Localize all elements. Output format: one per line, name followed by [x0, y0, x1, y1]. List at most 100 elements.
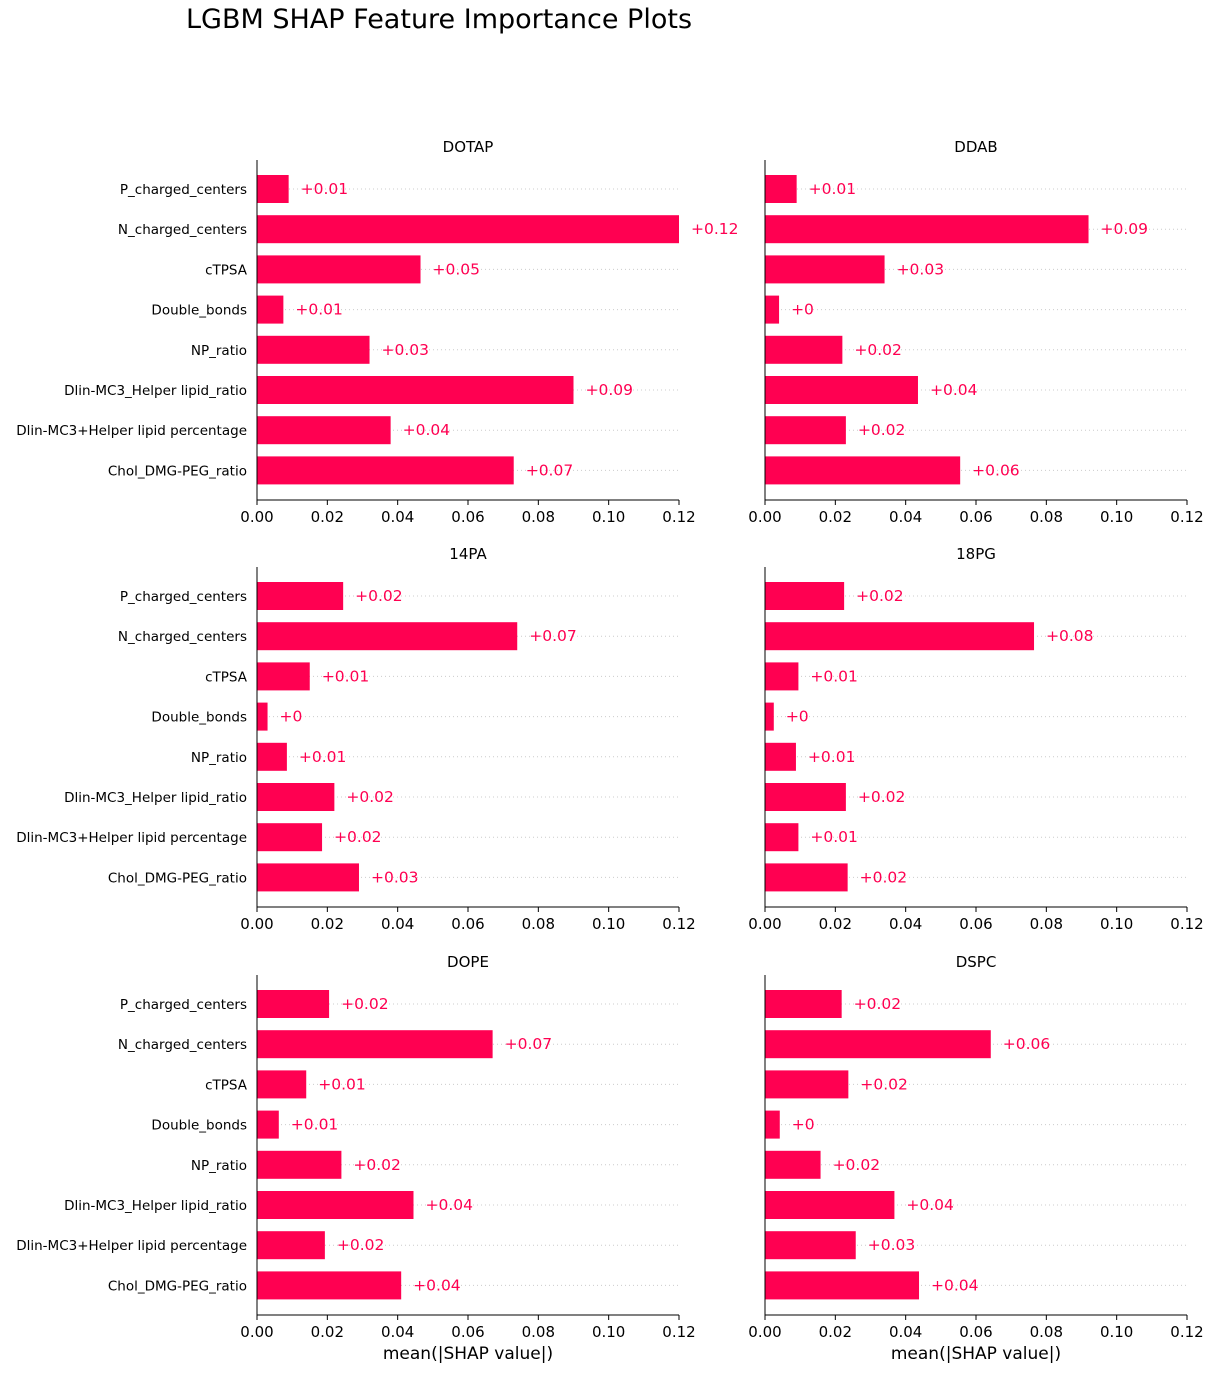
category-label: cTPSA	[205, 1077, 248, 1093]
value-label: +0.01	[299, 748, 347, 766]
x-tick-label: 0.08	[1030, 1323, 1063, 1341]
value-label: +0.02	[341, 995, 389, 1013]
bar	[257, 823, 323, 852]
value-label: +0.05	[433, 260, 481, 278]
value-label: +0.02	[334, 828, 382, 846]
x-tick-label: 0.08	[522, 1323, 555, 1341]
category-label: P_charged_centers	[120, 589, 247, 605]
x-tick-label: 0.00	[748, 1323, 781, 1341]
x-tick-label: 0.00	[748, 508, 781, 526]
x-tick-label: 0.00	[748, 915, 781, 933]
value-label: +0.03	[382, 341, 430, 359]
bar	[765, 742, 796, 771]
value-label: +0.09	[1101, 220, 1149, 238]
x-tick-label: 0.00	[240, 915, 273, 933]
x-tick-label: 0.12	[662, 1323, 695, 1341]
bar	[257, 255, 421, 284]
value-label: +0.01	[291, 1116, 339, 1134]
bar	[765, 1191, 895, 1219]
bar	[257, 863, 359, 892]
x-tick-label: 0.00	[240, 508, 273, 526]
x-tick-label: 0.06	[451, 915, 484, 933]
value-label: +0.02	[346, 788, 394, 806]
bar	[765, 863, 848, 892]
value-label: +0.01	[808, 748, 856, 766]
x-tick-label: 0.10	[592, 508, 625, 526]
bar	[765, 823, 799, 852]
bar	[765, 295, 780, 324]
value-label: +0.02	[337, 1236, 385, 1254]
category-label: Dlin-MC3+Helper lipid percentage	[16, 423, 247, 439]
x-tick-label: 0.04	[889, 915, 922, 933]
bar	[257, 662, 310, 691]
value-label: +0.07	[505, 1035, 553, 1053]
category-label: Double_bonds	[151, 303, 247, 319]
value-label: +0.07	[526, 461, 574, 479]
value-label: +0.02	[858, 788, 906, 806]
category-label: N_charged_centers	[118, 1037, 247, 1053]
category-label: NP_ratio	[191, 1158, 247, 1174]
category-label: NP_ratio	[191, 343, 247, 359]
value-label: +0.04	[930, 381, 978, 399]
x-tick-label: 0.00	[240, 1323, 273, 1341]
x-tick-label: 0.02	[819, 508, 852, 526]
x-tick-label: 0.10	[1100, 1323, 1133, 1341]
category-label: Chol_DMG-PEG_ratio	[108, 1278, 247, 1294]
value-label: +0.06	[1003, 1035, 1051, 1053]
x-tick-label: 0.06	[959, 1323, 992, 1341]
bar	[765, 376, 918, 404]
category-label: Chol_DMG-PEG_ratio	[108, 463, 247, 479]
value-label: +0.04	[413, 1276, 461, 1294]
bar	[257, 582, 344, 610]
bar	[765, 702, 774, 731]
bar	[257, 376, 574, 404]
x-tick-label: 0.02	[819, 915, 852, 933]
category-label: Double_bonds	[151, 710, 247, 726]
value-label: +0	[280, 708, 303, 726]
x-tick-label: 0.02	[311, 915, 344, 933]
bar	[765, 1110, 780, 1139]
bar	[765, 990, 842, 1018]
x-tick-label: 0.08	[522, 508, 555, 526]
value-label: +0.06	[972, 461, 1020, 479]
x-tick-label: 0.12	[662, 508, 695, 526]
value-label: +0.09	[586, 381, 634, 399]
bar	[257, 702, 268, 731]
bar	[765, 622, 1035, 651]
subplot-title: DOPE	[447, 953, 489, 971]
bar	[257, 1030, 493, 1059]
value-label: +0.01	[295, 301, 343, 319]
category-label: P_charged_centers	[120, 997, 247, 1013]
value-label: +0.04	[906, 1196, 954, 1214]
x-axis-label: mean(|SHAP value|)	[891, 1344, 1061, 1364]
value-label: +0.02	[353, 1156, 401, 1174]
x-tick-label: 0.04	[381, 508, 414, 526]
x-tick-label: 0.04	[889, 508, 922, 526]
bar	[765, 1150, 821, 1179]
bar	[765, 1271, 920, 1300]
value-label: +0.02	[856, 587, 904, 605]
bar	[765, 582, 845, 610]
value-label: +0.03	[897, 260, 945, 278]
subplot-title: 14PA	[449, 545, 487, 563]
category-label: Dlin-MC3+Helper lipid percentage	[16, 1238, 247, 1254]
value-label: +0.01	[322, 667, 370, 685]
x-tick-label: 0.12	[1170, 508, 1203, 526]
bar	[257, 742, 287, 771]
bar	[765, 335, 843, 364]
category-label: cTPSA	[205, 669, 248, 685]
value-label: +0.02	[858, 421, 906, 439]
value-label: +0.04	[931, 1276, 979, 1294]
x-tick-label: 0.08	[522, 915, 555, 933]
x-tick-label: 0.04	[889, 1323, 922, 1341]
value-label: +0.01	[318, 1075, 366, 1093]
category-label: N_charged_centers	[118, 222, 247, 238]
bar	[765, 1030, 991, 1059]
value-label: +0	[792, 1116, 815, 1134]
subplot-title: DOTAP	[443, 138, 494, 156]
category-label: P_charged_centers	[120, 182, 247, 198]
value-label: +0.04	[425, 1196, 473, 1214]
category-label: Dlin-MC3_Helper lipid_ratio	[64, 790, 247, 806]
bar	[257, 1191, 414, 1219]
x-tick-label: 0.10	[592, 915, 625, 933]
